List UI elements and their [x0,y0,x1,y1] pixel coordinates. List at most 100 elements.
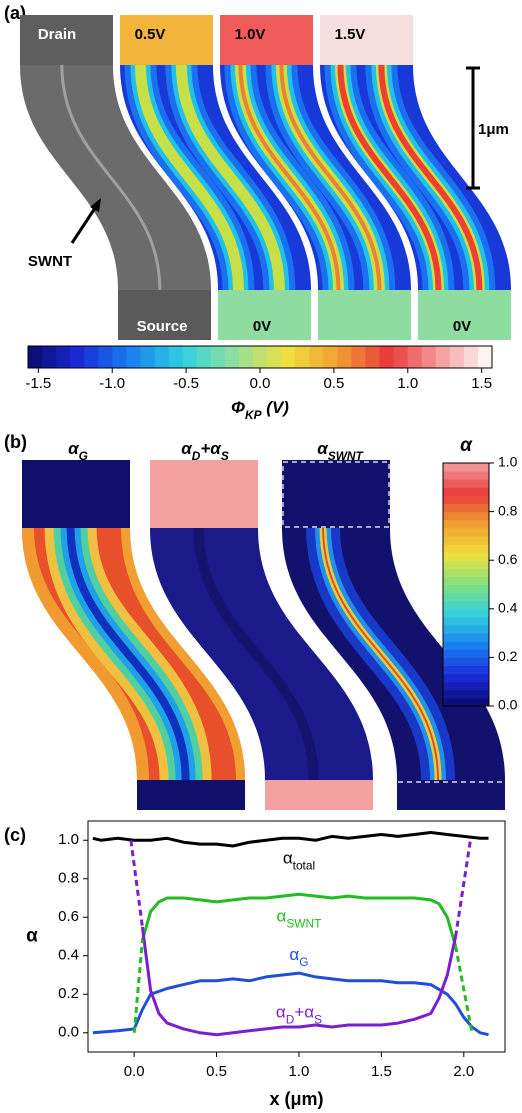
colorbar-segment [309,346,324,368]
colorbar-segment [253,346,268,368]
colorbar-tick-label: 0.8 [498,502,518,518]
colorbar-segment [140,346,155,368]
tile-top-band [145,460,263,528]
colorbar-title-part: α [460,435,473,456]
colorbar-segment [183,346,198,368]
colorbar-segment [443,544,489,553]
colorbar-segment [112,346,127,368]
colorbar-segment [443,463,489,472]
colorbar-segment [155,346,170,368]
colorbar-tick-label: 0.6 [498,551,518,567]
colorbar-segment [443,649,489,658]
series-label: αSWNT [277,907,322,931]
tile-top-band [17,460,135,528]
image-title-sub: SWNT [328,449,365,463]
colorbar-segment [98,346,113,368]
tile-top-band [115,15,218,65]
colorbar-tick-label: -0.5 [173,375,199,392]
colorbar-segment [443,560,489,569]
colorbar-segment [443,471,489,480]
image-title-sub: G [79,449,88,463]
y-tick-label: 0.6 [58,908,79,925]
colorbar-segment [225,346,240,368]
colorbar-tick-label: 0.4 [498,600,518,616]
colorbar-tick-label: 1.0 [397,375,418,392]
image-label: 0V [253,318,271,335]
colorbar-segment [70,346,85,368]
image-title: αD+αS [181,439,229,463]
y-axis-label: α [26,926,38,947]
colorbar-segment [464,346,479,368]
colorbar-segment [84,346,99,368]
line [93,833,489,847]
series-label-sub: S [314,1013,322,1027]
colorbar-segment [56,346,71,368]
colorbar-segment [28,346,43,368]
colorbar-segment [169,346,184,368]
colorbar-tick-label: -1.0 [99,375,125,392]
colorbar-label-part: Φ [231,398,245,417]
colorbar-tick-label: 1.0 [498,454,518,470]
x-tick-label: 1.5 [371,1063,392,1080]
colorbar-segment [211,346,226,368]
x-tick-label: 0.0 [124,1063,145,1080]
colorbar-segment [443,512,489,521]
y-tick-label: 0.8 [58,870,79,887]
y-tick-label: 0.4 [58,947,79,964]
image-label: Drain [38,26,76,43]
colorbar-segment [443,625,489,634]
colorbar-segment [443,666,489,675]
y-tick-label: 1.0 [58,831,79,848]
series-label-part: α [277,907,287,926]
series-label-part: α [276,1003,286,1022]
colorbar-segment [443,520,489,529]
colorbar-segment [408,346,423,368]
colorbar-segment [197,346,212,368]
image-label: 1.5V [335,26,366,43]
colorbar-segment [394,346,409,368]
colorbar-label-sub: KP [245,408,262,422]
colorbar-label: ΦKP (V) [231,398,289,422]
colorbar-segment [443,568,489,577]
colorbar-segment [281,346,296,368]
x-tick-label: 1.0 [289,1063,310,1080]
colorbar-segment [365,346,380,368]
colorbar-label-part: (V) [262,398,290,417]
colorbar-tick-label: 0.0 [498,697,518,713]
colorbar-segment [267,346,282,368]
colorbar-tick-label: 0.0 [250,375,271,392]
colorbar-segment [443,682,489,691]
colorbar-segment [443,487,489,496]
dashed-line [131,840,143,927]
colorbar-tick-label: 1.5 [471,375,492,392]
colorbar-segment [443,641,489,650]
series-label: αD+αS [276,1003,322,1027]
image-label: 1.0V [235,26,266,43]
panel-label: (c) [4,825,26,845]
panel-label: (b) [4,432,27,452]
series-label-sub: total [293,859,315,873]
tile-bottom-band [313,290,416,340]
series-label-part: α [289,945,299,964]
colorbar-segment [450,346,465,368]
colorbar-segment [443,495,489,504]
colorbar-segment [42,346,57,368]
image-title: αSWNT [317,439,364,463]
colorbar-segment [323,346,338,368]
colorbar-segment [443,593,489,602]
colorbar-tick-label: -1.5 [25,375,51,392]
colorbar-segment [443,657,489,666]
tile-top-band [215,15,318,65]
colorbar-segment [443,536,489,545]
series-label-part: +α [294,1003,314,1022]
colorbar-tick-label: 0.2 [498,648,518,664]
colorbar-segment [436,346,451,368]
annotation: SWNT [28,253,72,270]
colorbar-segment [443,674,489,683]
tile-bottom-band [260,780,378,810]
colorbar-segment [380,346,395,368]
image-label: 0V [453,318,471,335]
colorbar-segment [443,690,489,699]
colorbar-segment [443,576,489,585]
image-label: 0.5V [135,26,166,43]
